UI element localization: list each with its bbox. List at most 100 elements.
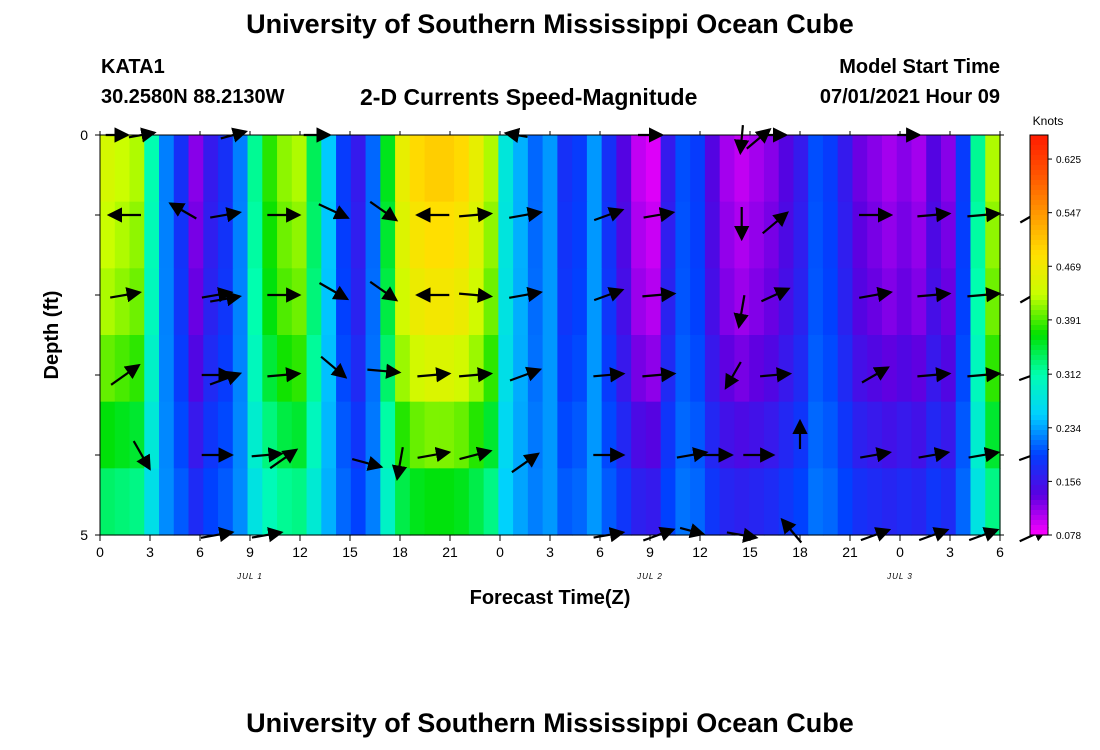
heatmap-cell [144, 401, 160, 469]
heatmap-cell [660, 201, 677, 269]
heatmap-cell [778, 135, 795, 203]
heatmap-cell [719, 135, 736, 203]
heatmap-cell [218, 468, 234, 536]
x-tick-label: 12 [692, 544, 708, 560]
heatmap-cell [822, 201, 839, 269]
heatmap-cell [468, 468, 485, 536]
heatmap-cell [822, 401, 839, 469]
heatmap-cell [955, 468, 972, 536]
heatmap-cell [542, 468, 558, 536]
heatmap-cell [454, 335, 470, 403]
heatmap-cell [409, 468, 426, 536]
heatmap-cell [808, 335, 824, 403]
heatmap-cell [926, 201, 942, 269]
heatmap-cell [926, 135, 942, 203]
heatmap-cell [660, 268, 677, 336]
heatmap-cell [114, 468, 131, 536]
x-axis-label: Forecast Time(Z) [470, 587, 631, 609]
current-arrow [593, 207, 625, 222]
heatmap-cell [336, 335, 352, 403]
heatmap-cell [498, 468, 514, 536]
colorbar-segment [1030, 310, 1048, 316]
heatmap-cell [527, 268, 544, 336]
heatmap-cell [719, 268, 736, 336]
x-tick-label: 15 [742, 544, 758, 560]
current-arrow [110, 363, 141, 386]
x-tick-label: 6 [596, 544, 604, 560]
heatmap-cell [114, 335, 131, 403]
colorbar-segment [1030, 435, 1048, 441]
x-tick-label: 0 [496, 544, 504, 560]
colorbar-segment [1030, 225, 1048, 231]
heatmap-cell [586, 268, 603, 336]
colorbar-segment [1030, 145, 1048, 151]
heatmap-cell [513, 268, 529, 336]
heatmap-cell [498, 268, 514, 336]
current-arrow [917, 207, 952, 223]
heatmap-cell [513, 401, 529, 469]
current-arrow [267, 367, 302, 383]
heatmap-cell [645, 468, 662, 536]
heatmap-cell [262, 135, 278, 203]
heatmap-cell [542, 201, 558, 269]
current-arrow [210, 291, 242, 307]
heatmap-cell [970, 268, 986, 336]
colorbar-segment [1030, 280, 1048, 286]
heatmap-cell [129, 335, 145, 403]
heatmap-cell [513, 468, 529, 536]
heatmap-cell [542, 335, 558, 403]
station-id: KATA1 [101, 56, 165, 78]
heatmap-cell [542, 135, 558, 203]
heatmap-cell [557, 335, 573, 403]
colorbar-segment [1030, 500, 1048, 506]
heatmap-cell [749, 268, 765, 336]
heatmap-cell [203, 401, 219, 469]
heatmap-cell [218, 335, 234, 403]
colorbar-segment [1030, 455, 1048, 461]
heatmap-cell [881, 268, 898, 336]
current-arrow [642, 367, 677, 383]
heatmap-cell [483, 268, 499, 336]
colorbar-segment [1030, 365, 1048, 371]
heatmap-cell [822, 268, 839, 336]
colorbar-segment [1030, 470, 1048, 476]
heatmap-cell [424, 335, 440, 403]
heatmap-cell [896, 268, 913, 336]
heatmap-cell [631, 335, 647, 403]
colorbar-segment [1030, 530, 1048, 536]
current-arrow [746, 127, 772, 150]
colorbar-tick-label: 0.234 [1056, 424, 1081, 435]
heatmap-cell [468, 201, 485, 269]
heatmap-cell [159, 201, 175, 269]
heatmap-cell [985, 335, 1001, 403]
heatmap-cell [173, 335, 190, 403]
y-tick-label: 0 [80, 127, 88, 143]
heatmap-cell [336, 135, 352, 203]
current-arrow [967, 287, 1002, 303]
heatmap-cell [940, 401, 957, 469]
colorbar-segment [1030, 185, 1048, 191]
current-arrow [967, 367, 1002, 383]
colorbar-segment [1030, 515, 1048, 521]
heatmap-cell [439, 468, 455, 536]
chart-subtitle: 2-D Currents Speed-Magnitude [360, 84, 698, 110]
heatmap-cell [645, 135, 662, 203]
heatmap-cell [660, 135, 677, 203]
heatmap-cell [424, 201, 440, 269]
heatmap-cell [763, 468, 780, 536]
heatmap-cell [955, 401, 972, 469]
current-arrow [968, 447, 1001, 463]
colorbar-segment [1030, 450, 1048, 456]
heatmap-cell [616, 335, 632, 403]
heatmap-cell [911, 201, 927, 269]
heatmap-cell [365, 401, 381, 469]
current-arrow [593, 287, 625, 302]
heatmap-cell [262, 401, 278, 469]
heatmap-cell [262, 201, 278, 269]
heatmap-cell [778, 401, 795, 469]
heatmap-cell [247, 201, 263, 269]
heatmap-cell [822, 468, 839, 536]
colorbar-segment [1030, 460, 1048, 466]
heatmap-cell [586, 135, 603, 203]
heatmap-cell [675, 468, 691, 536]
